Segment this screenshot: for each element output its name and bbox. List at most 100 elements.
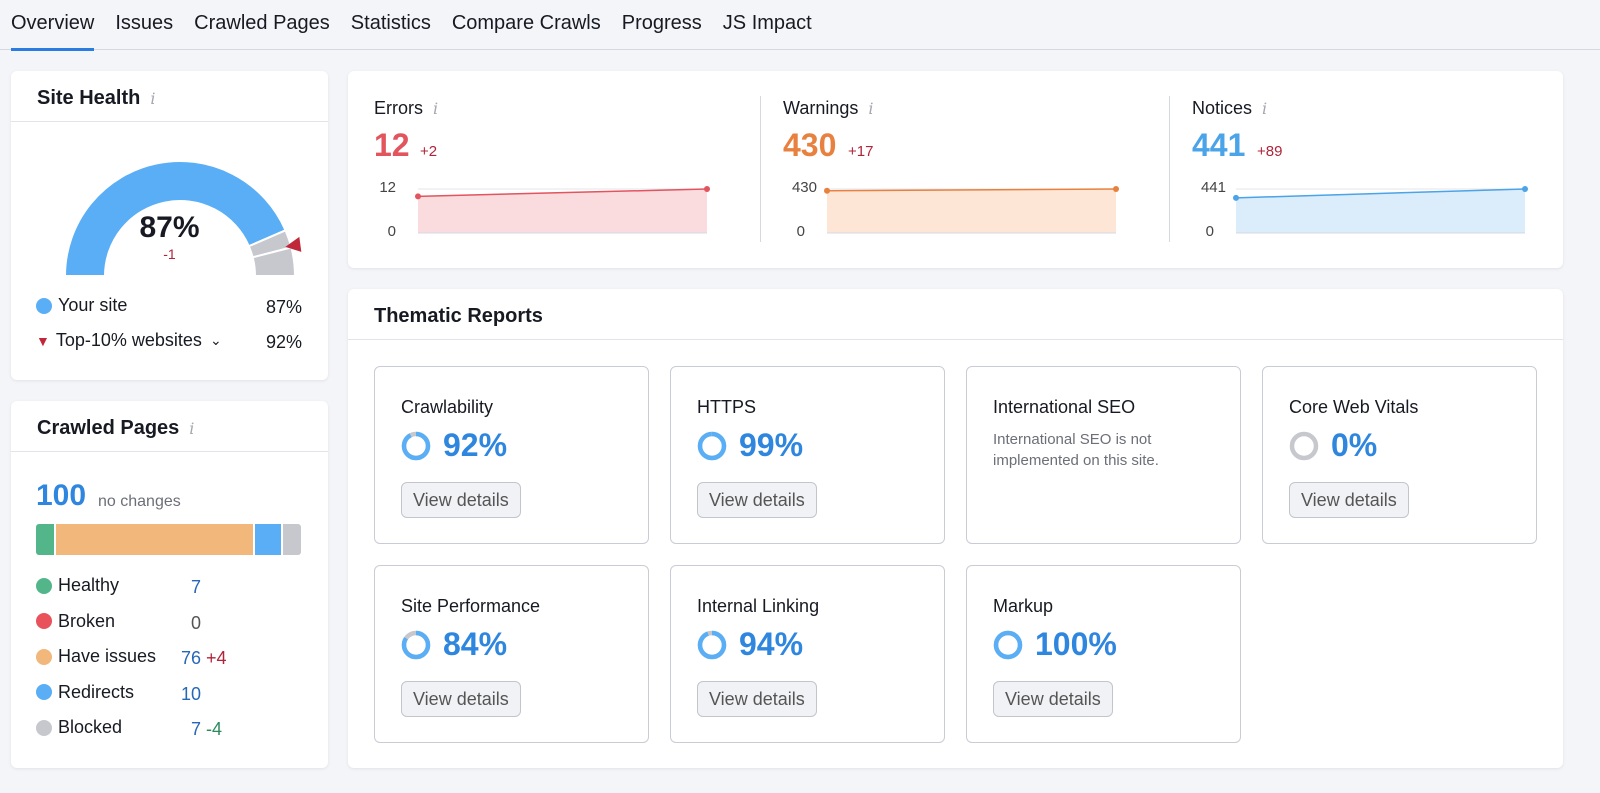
score-ring-icon <box>993 630 1023 660</box>
tile-internal-linking[interactable]: Internal Linking 94% View details <box>670 565 945 743</box>
tile-https[interactable]: HTTPS 99% View details <box>670 366 945 544</box>
ring-fill <box>401 431 431 461</box>
view-details-button[interactable]: View details <box>993 681 1113 717</box>
sparkline-point[interactable] <box>704 186 710 192</box>
view-details-button[interactable]: View details <box>1289 482 1409 518</box>
info-icon[interactable]: i <box>433 99 439 118</box>
tile-score: 84% <box>443 626 508 662</box>
crawled-pages-bar <box>36 524 301 555</box>
tile-core-web-vitals[interactable]: Core Web Vitals 0% View details <box>1262 366 1537 544</box>
sparkline-line <box>1235 188 1526 199</box>
info-icon[interactable]: i <box>150 89 156 108</box>
metric-sparkline <box>824 186 1119 234</box>
tab-issues[interactable]: Issues <box>115 12 174 34</box>
divider <box>760 96 761 242</box>
legend-have-issues: Have issues <box>36 646 156 667</box>
sparkline-point[interactable] <box>415 193 421 200</box>
sparkline-point[interactable] <box>1522 186 1528 192</box>
sparkline-line <box>826 188 1117 192</box>
legend-healthy: Healthy <box>36 575 119 596</box>
axis-max-label: 441 <box>1200 179 1226 196</box>
info-icon[interactable]: i <box>189 419 195 438</box>
count-delta: +4 <box>206 648 227 668</box>
ring-fill <box>697 630 727 660</box>
count-value[interactable]: 76 <box>180 648 201 668</box>
score-ring-icon <box>697 431 727 461</box>
tab-overview[interactable]: Overview <box>11 0 95 51</box>
tab-progress[interactable]: Progress <box>621 12 702 34</box>
metric-warnings: Warnings i 430 +17 430 0 <box>783 71 1183 268</box>
legend-your-site: Your site <box>36 295 127 316</box>
crawled-pages-card: Crawled Pages i 100 no changes Healthy 7 Br… <box>11 401 328 768</box>
dot-icon <box>36 613 52 629</box>
metric-delta: +2 <box>420 143 438 160</box>
tile-score: 0% <box>1331 427 1378 463</box>
top10-value: 92% <box>265 332 302 352</box>
bar-segment-have-issues[interactable] <box>56 524 253 555</box>
view-details-button[interactable]: View details <box>401 681 521 717</box>
view-details-button[interactable]: View details <box>697 482 817 518</box>
metric-value[interactable]: 12 <box>374 127 410 163</box>
bar-segment-redirects[interactable] <box>254 524 281 555</box>
thematic-reports-title: Thematic Reports <box>348 289 1563 340</box>
metric-value[interactable]: 430 <box>783 127 837 163</box>
metric-errors: Errors i 12 +2 12 0 <box>374 71 774 268</box>
tile-markup[interactable]: Markup 100% View details <box>966 565 1241 743</box>
sparkline-point[interactable] <box>1233 194 1239 201</box>
axis-max-label: 430 <box>791 179 817 196</box>
sparkline-point[interactable] <box>824 187 830 194</box>
metric-delta: +89 <box>1257 143 1283 160</box>
info-icon[interactable]: i <box>1262 99 1268 118</box>
thematic-reports-card: Thematic Reports Crawlability 92% View det… <box>348 289 1563 768</box>
crawled-pages-title: Crawled Pages <box>37 417 180 439</box>
dot-icon <box>36 648 52 665</box>
issues-summary-card: Errors i 12 +2 12 0 Warnings i 430 +17 430 0 Notices… <box>348 71 1563 268</box>
dot-icon <box>36 684 52 700</box>
tab-crawled-pages[interactable]: Crawled Pages <box>194 12 330 34</box>
tab-compare-crawls[interactable]: Compare Crawls <box>451 12 601 34</box>
crawled-pages-total[interactable]: 100 <box>36 479 87 512</box>
sparkline-area <box>418 189 707 233</box>
metric-sparkline <box>1233 186 1528 234</box>
crawled-pages-change: no changes <box>98 493 181 510</box>
tile-name: HTTPS <box>697 397 757 417</box>
dot-icon <box>36 577 52 594</box>
sparkline-point[interactable] <box>1113 186 1119 192</box>
axis-max-label: 12 <box>379 179 396 196</box>
metric-delta: +17 <box>848 143 874 160</box>
count-value: 0 <box>190 612 201 633</box>
tile-name: International SEO <box>993 397 1136 417</box>
tile-name: Site Performance <box>401 596 541 616</box>
metric-value[interactable]: 441 <box>1192 127 1246 163</box>
ring-fill <box>401 630 431 660</box>
info-icon[interactable]: i <box>868 99 874 118</box>
legend-redirects: Redirects <box>36 682 134 703</box>
tile-score: 99% <box>739 427 804 463</box>
view-details-button[interactable]: View details <box>697 681 817 717</box>
count-value[interactable]: 7 <box>190 577 201 597</box>
tab-js-impact[interactable]: JS Impact <box>722 12 812 34</box>
tile-name: Crawlability <box>401 397 494 417</box>
count-value[interactable]: 10 <box>180 683 201 704</box>
tile-crawlability[interactable]: Crawlability 92% View details <box>374 366 649 544</box>
count-value[interactable]: 7 <box>190 719 201 739</box>
bar-segment-healthy[interactable] <box>36 524 55 555</box>
score-ring-icon <box>1289 431 1319 461</box>
legend-blocked: Blocked <box>36 717 122 738</box>
top10-dropdown[interactable]: ▼ Top-10% websites ⌄ <box>36 330 222 350</box>
blue-dot-icon <box>36 297 52 314</box>
tile-name: Core Web Vitals <box>1289 397 1419 417</box>
tile-international-seo[interactable]: International SEO International SEO is no… <box>966 366 1241 544</box>
gauge-rest-arc <box>251 246 297 277</box>
tile-name: Markup <box>993 596 1054 616</box>
ring-fill <box>993 630 1023 660</box>
site-health-value: 87% <box>139 211 200 244</box>
tile-name: Internal Linking <box>697 596 820 616</box>
view-details-button[interactable]: View details <box>401 482 521 518</box>
bar-segment-blocked[interactable] <box>282 524 301 555</box>
your-site-value: 87% <box>265 297 302 317</box>
tile-score: 100% <box>1035 626 1117 662</box>
sparkline-area <box>1236 189 1525 233</box>
tile-site-performance[interactable]: Site Performance 84% View details <box>374 565 649 743</box>
tab-statistics[interactable]: Statistics <box>350 12 431 34</box>
